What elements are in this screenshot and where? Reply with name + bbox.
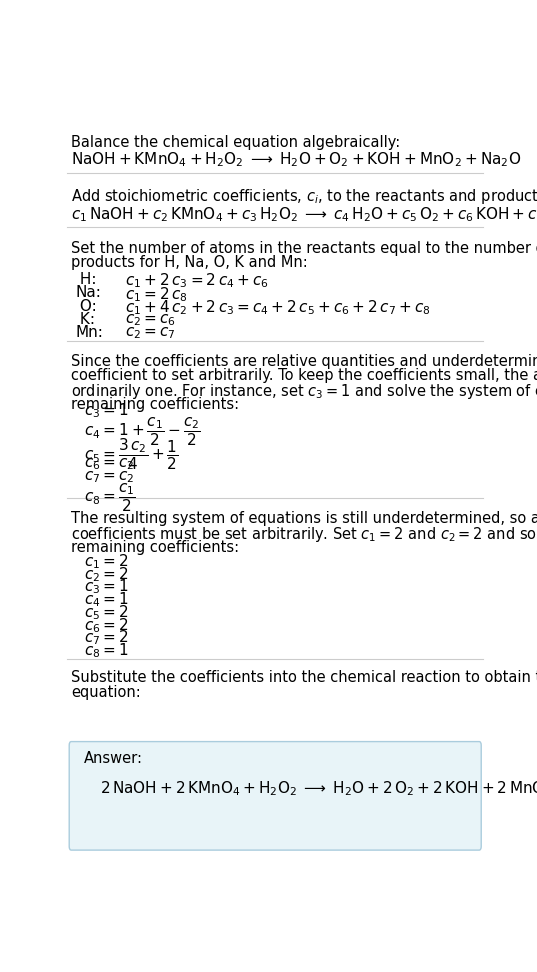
Text: $c_4 = 1 + \dfrac{c_1}{2} - \dfrac{c_2}{2}$: $c_4 = 1 + \dfrac{c_1}{2} - \dfrac{c_2}{… [84, 416, 200, 448]
Text: $c_3 = 1$: $c_3 = 1$ [84, 401, 128, 420]
Text: Mn:: Mn: [75, 326, 103, 340]
Text: $c_1 = 2\,c_8$: $c_1 = 2\,c_8$ [125, 285, 188, 303]
Text: $c_7 = 2$: $c_7 = 2$ [84, 629, 128, 647]
Text: Add stoichiometric coefficients, $c_i$, to the reactants and products:: Add stoichiometric coefficients, $c_i$, … [71, 187, 537, 206]
Text: $c_1 + 4\,c_2 + 2\,c_3 = c_4 + 2\,c_5 + c_6 + 2\,c_7 + c_8$: $c_1 + 4\,c_2 + 2\,c_3 = c_4 + 2\,c_5 + … [125, 298, 431, 317]
Text: $c_1\,\mathrm{NaOH} + c_2\,\mathrm{KMnO_4} + c_3\,\mathrm{H_2O_2} \;\longrightar: $c_1\,\mathrm{NaOH} + c_2\,\mathrm{KMnO_… [71, 205, 537, 224]
Text: remaining coefficients:: remaining coefficients: [71, 397, 240, 411]
Text: $\mathrm{NaOH} + \mathrm{KMnO_4} + \mathrm{H_2O_2} \;\longrightarrow\; \mathrm{H: $\mathrm{NaOH} + \mathrm{KMnO_4} + \math… [71, 151, 521, 169]
Text: coefficient to set arbitrarily. To keep the coefficients small, the arbitrary va: coefficient to set arbitrarily. To keep … [71, 368, 537, 383]
Text: Answer:: Answer: [84, 751, 143, 766]
Text: $c_2 = c_7$: $c_2 = c_7$ [125, 326, 176, 341]
Text: $c_3 = 1$: $c_3 = 1$ [84, 577, 128, 597]
Text: Set the number of atoms in the reactants equal to the number of atoms in the: Set the number of atoms in the reactants… [71, 241, 537, 256]
FancyBboxPatch shape [69, 742, 481, 850]
Text: $c_1 = 2$: $c_1 = 2$ [84, 552, 128, 571]
Text: $c_1 + 2\,c_3 = 2\,c_4 + c_6$: $c_1 + 2\,c_3 = 2\,c_4 + c_6$ [125, 271, 269, 291]
Text: $c_6 = 2$: $c_6 = 2$ [84, 616, 128, 635]
Text: The resulting system of equations is still underdetermined, so additional: The resulting system of equations is sti… [71, 511, 537, 526]
Text: Substitute the coefficients into the chemical reaction to obtain the balanced: Substitute the coefficients into the che… [71, 671, 537, 685]
Text: products for H, Na, O, K and Mn:: products for H, Na, O, K and Mn: [71, 255, 308, 270]
Text: $c_5 = 2$: $c_5 = 2$ [84, 603, 128, 622]
Text: O:: O: [75, 298, 97, 314]
Text: $c_8 = 1$: $c_8 = 1$ [84, 642, 128, 660]
Text: $c_8 = \dfrac{c_1}{2}$: $c_8 = \dfrac{c_1}{2}$ [84, 482, 136, 514]
Text: $2\,\mathrm{NaOH} + 2\,\mathrm{KMnO_4} + \mathrm{H_2O_2} \;\longrightarrow\; \ma: $2\,\mathrm{NaOH} + 2\,\mathrm{KMnO_4} +… [100, 779, 537, 798]
Text: $c_5 = \dfrac{3\,c_2}{4} + \dfrac{1}{2}$: $c_5 = \dfrac{3\,c_2}{4} + \dfrac{1}{2}$ [84, 437, 178, 472]
Text: H:: H: [75, 271, 97, 287]
Text: $c_2 = 2$: $c_2 = 2$ [84, 565, 128, 583]
Text: Since the coefficients are relative quantities and underdetermined, choose a: Since the coefficients are relative quan… [71, 354, 537, 369]
Text: K:: K: [75, 312, 96, 327]
Text: ordinarily one. For instance, set $c_3 = 1$ and solve the system of equations fo: ordinarily one. For instance, set $c_3 =… [71, 382, 537, 401]
Text: Balance the chemical equation algebraically:: Balance the chemical equation algebraica… [71, 135, 401, 151]
Text: $c_2 = c_6$: $c_2 = c_6$ [125, 312, 176, 328]
Text: equation:: equation: [71, 684, 141, 700]
Text: remaining coefficients:: remaining coefficients: [71, 539, 240, 554]
Text: $c_6 = c_2$: $c_6 = c_2$ [84, 457, 134, 472]
Text: Na:: Na: [75, 285, 101, 300]
Text: $c_7 = c_2$: $c_7 = c_2$ [84, 469, 134, 485]
Text: coefficients must be set arbitrarily. Set $c_1 = 2$ and $c_2 = 2$ and solve for : coefficients must be set arbitrarily. Se… [71, 525, 537, 544]
Text: $c_4 = 1$: $c_4 = 1$ [84, 590, 128, 609]
